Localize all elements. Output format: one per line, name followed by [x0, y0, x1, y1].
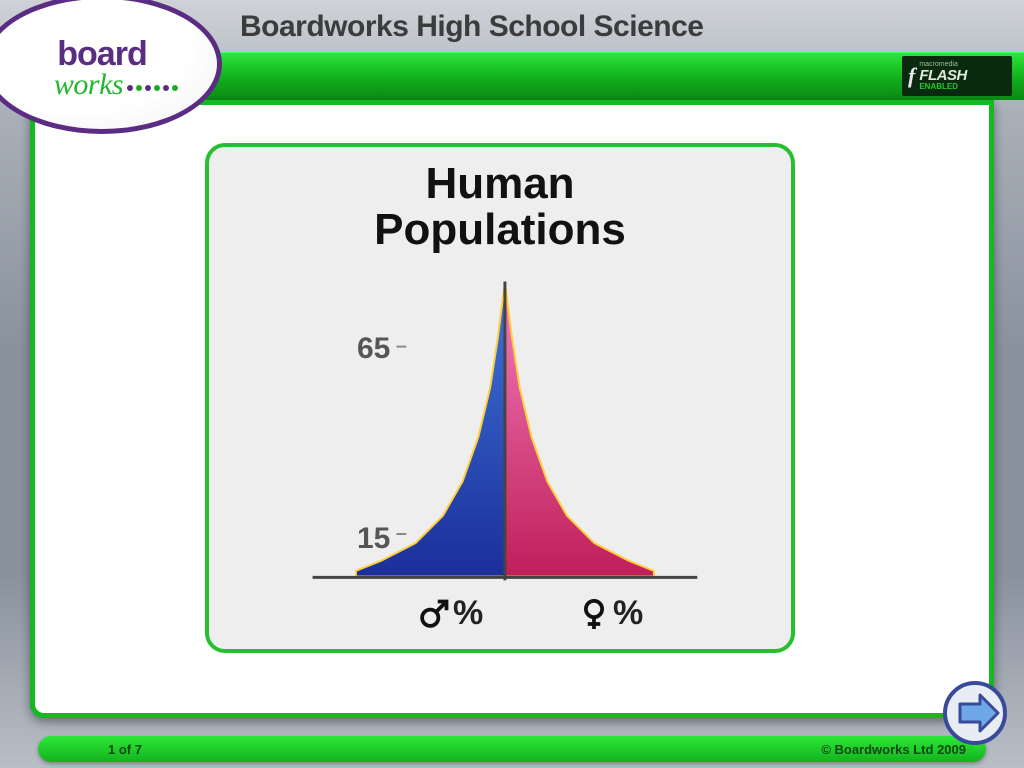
page-title: Boardworks High School Science — [240, 10, 703, 44]
title-line2: Populations — [374, 205, 626, 254]
logo-dots-icon — [127, 79, 178, 91]
female-percent: % — [613, 594, 643, 633]
male-icon — [419, 599, 449, 629]
flash-enabled: ENABLED — [919, 83, 967, 91]
male-percent: % — [453, 594, 483, 633]
male-axis-label: % — [419, 594, 483, 633]
page-number: 1 of 7 — [108, 742, 142, 757]
flash-badge: f macromedia FLASH ENABLED — [902, 56, 1012, 96]
flash-f-icon: f — [908, 65, 915, 87]
next-arrow-button[interactable] — [940, 678, 1010, 748]
female-axis-label: % — [579, 594, 643, 633]
slide-title: Human Populations — [209, 161, 791, 253]
title-line1: Human — [425, 159, 574, 208]
population-pyramid — [209, 277, 791, 647]
logo-line2: works — [54, 68, 123, 102]
slide-card: Human Populations 65 15 — [30, 100, 994, 718]
flash-label: FLASH — [919, 68, 967, 83]
female-icon — [579, 599, 609, 629]
content-box: Human Populations 65 15 — [205, 143, 795, 653]
footer-bar: 1 of 7 © Boardworks Ltd 2009 — [38, 736, 986, 762]
